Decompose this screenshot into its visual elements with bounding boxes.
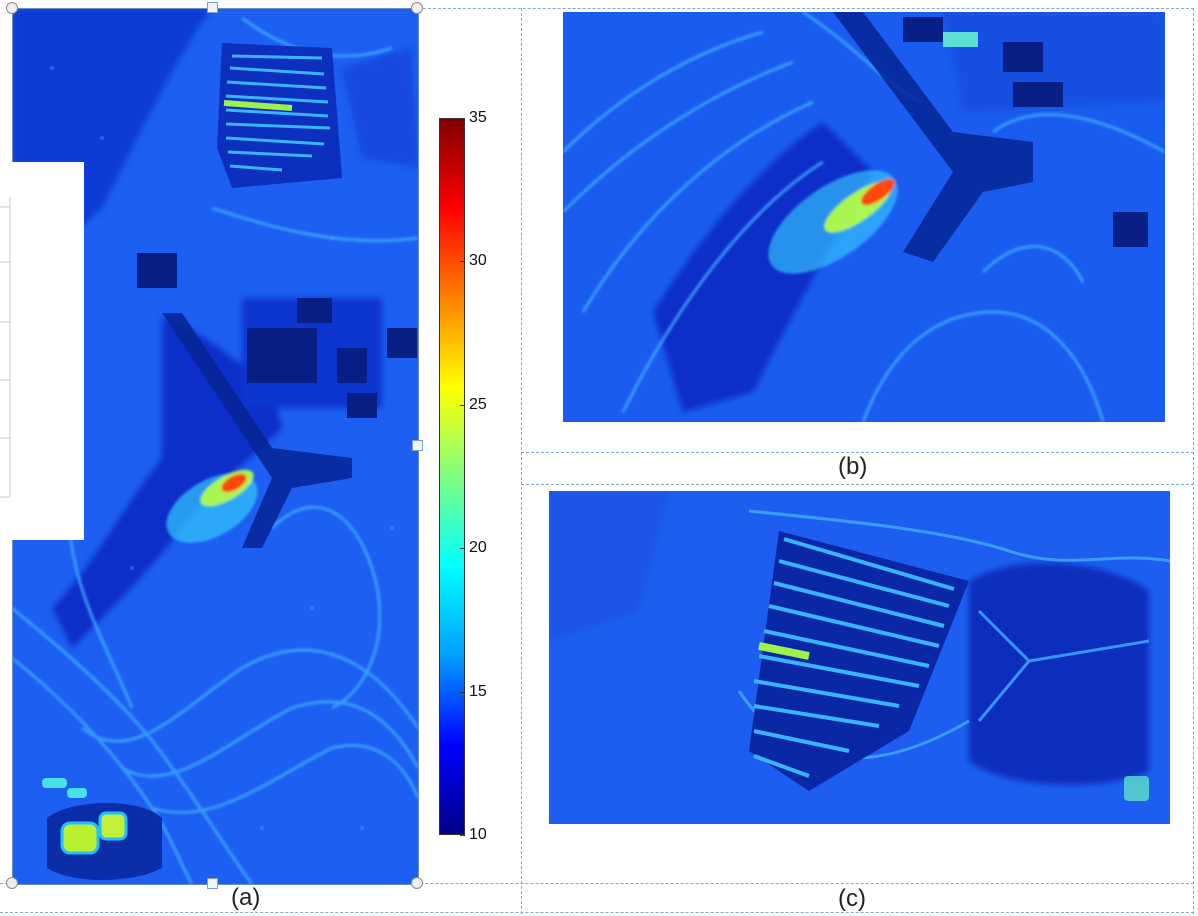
resize-handle-top-left[interactable] (6, 2, 18, 14)
colorbar-tick (460, 261, 465, 263)
colorbar-tick-label: 35 (469, 109, 487, 126)
colorbar-tick-label: 15 (469, 682, 487, 700)
overlapping-white-object[interactable] (0, 162, 84, 540)
resize-handle-top-right[interactable] (411, 2, 423, 14)
colorbar-tick-label: 25 (469, 395, 487, 413)
colorbar-tick-label: 30 (469, 252, 487, 270)
colorbar-tick-label: 20 (469, 539, 487, 557)
colorbar-tick (460, 548, 465, 550)
resize-handle-bottom[interactable] (207, 878, 218, 889)
layout-guide (521, 452, 1194, 453)
colorbar-tick (460, 118, 465, 119)
thermal-image-c[interactable] (549, 491, 1170, 824)
colorbar-tick-label: 10 (469, 826, 487, 843)
layout-guide (0, 883, 1194, 884)
resize-handle-top[interactable] (207, 2, 218, 13)
colorbar (439, 118, 465, 835)
caption-c: (c) (838, 885, 866, 912)
layout-guide (521, 484, 1194, 485)
thermal-image-b[interactable] (563, 12, 1165, 422)
caption-a: (a) (231, 884, 261, 911)
layout-guide (521, 8, 522, 914)
resize-handle-bottom-right[interactable] (411, 877, 423, 889)
colorbar-tick (460, 691, 465, 693)
resize-handle-bottom-left[interactable] (6, 877, 18, 889)
layout-guide (418, 8, 1194, 9)
colorbar-tick (460, 835, 465, 836)
layout-guide (0, 912, 1194, 913)
colorbar-tick (460, 404, 465, 406)
layout-guide (1193, 8, 1194, 914)
caption-b: (b) (838, 453, 868, 480)
resize-handle-right[interactable] (412, 440, 423, 451)
